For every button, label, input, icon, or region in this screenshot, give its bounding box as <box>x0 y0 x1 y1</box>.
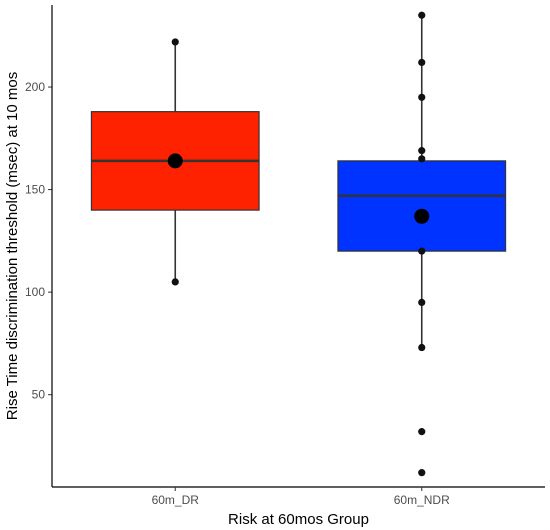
y-axis-title: Rise Time discrimination threshold (msec… <box>4 72 21 420</box>
box-iqr <box>337 160 507 252</box>
box-group <box>90 38 260 286</box>
box-plot-series <box>90 11 507 477</box>
x-axis-ticks: 60m_DR 60m_NDR <box>152 487 450 507</box>
y-axis-ticks: 50 100 150 200 <box>25 80 52 402</box>
data-point <box>418 343 426 352</box>
y-tick-label: 150 <box>25 183 45 197</box>
data-point <box>418 93 426 101</box>
data-point <box>418 469 426 477</box>
data-point <box>171 38 179 46</box>
x-tick-label: 60m_DR <box>152 493 200 507</box>
mean-point <box>414 208 430 224</box>
y-tick-label: 50 <box>32 388 46 402</box>
mean-point <box>167 153 183 169</box>
data-point <box>171 278 179 286</box>
y-tick-label: 200 <box>25 80 45 94</box>
box-group <box>337 11 507 477</box>
x-axis-title: Risk at 60mos Group <box>228 511 369 528</box>
data-point <box>418 58 426 67</box>
data-point <box>418 298 426 307</box>
data-point <box>418 428 426 436</box>
data-point <box>418 147 426 155</box>
y-tick-label: 100 <box>25 285 45 299</box>
data-point <box>418 155 426 163</box>
data-point <box>418 11 426 19</box>
x-tick-label: 60m_NDR <box>394 493 450 507</box>
data-point <box>418 247 426 255</box>
